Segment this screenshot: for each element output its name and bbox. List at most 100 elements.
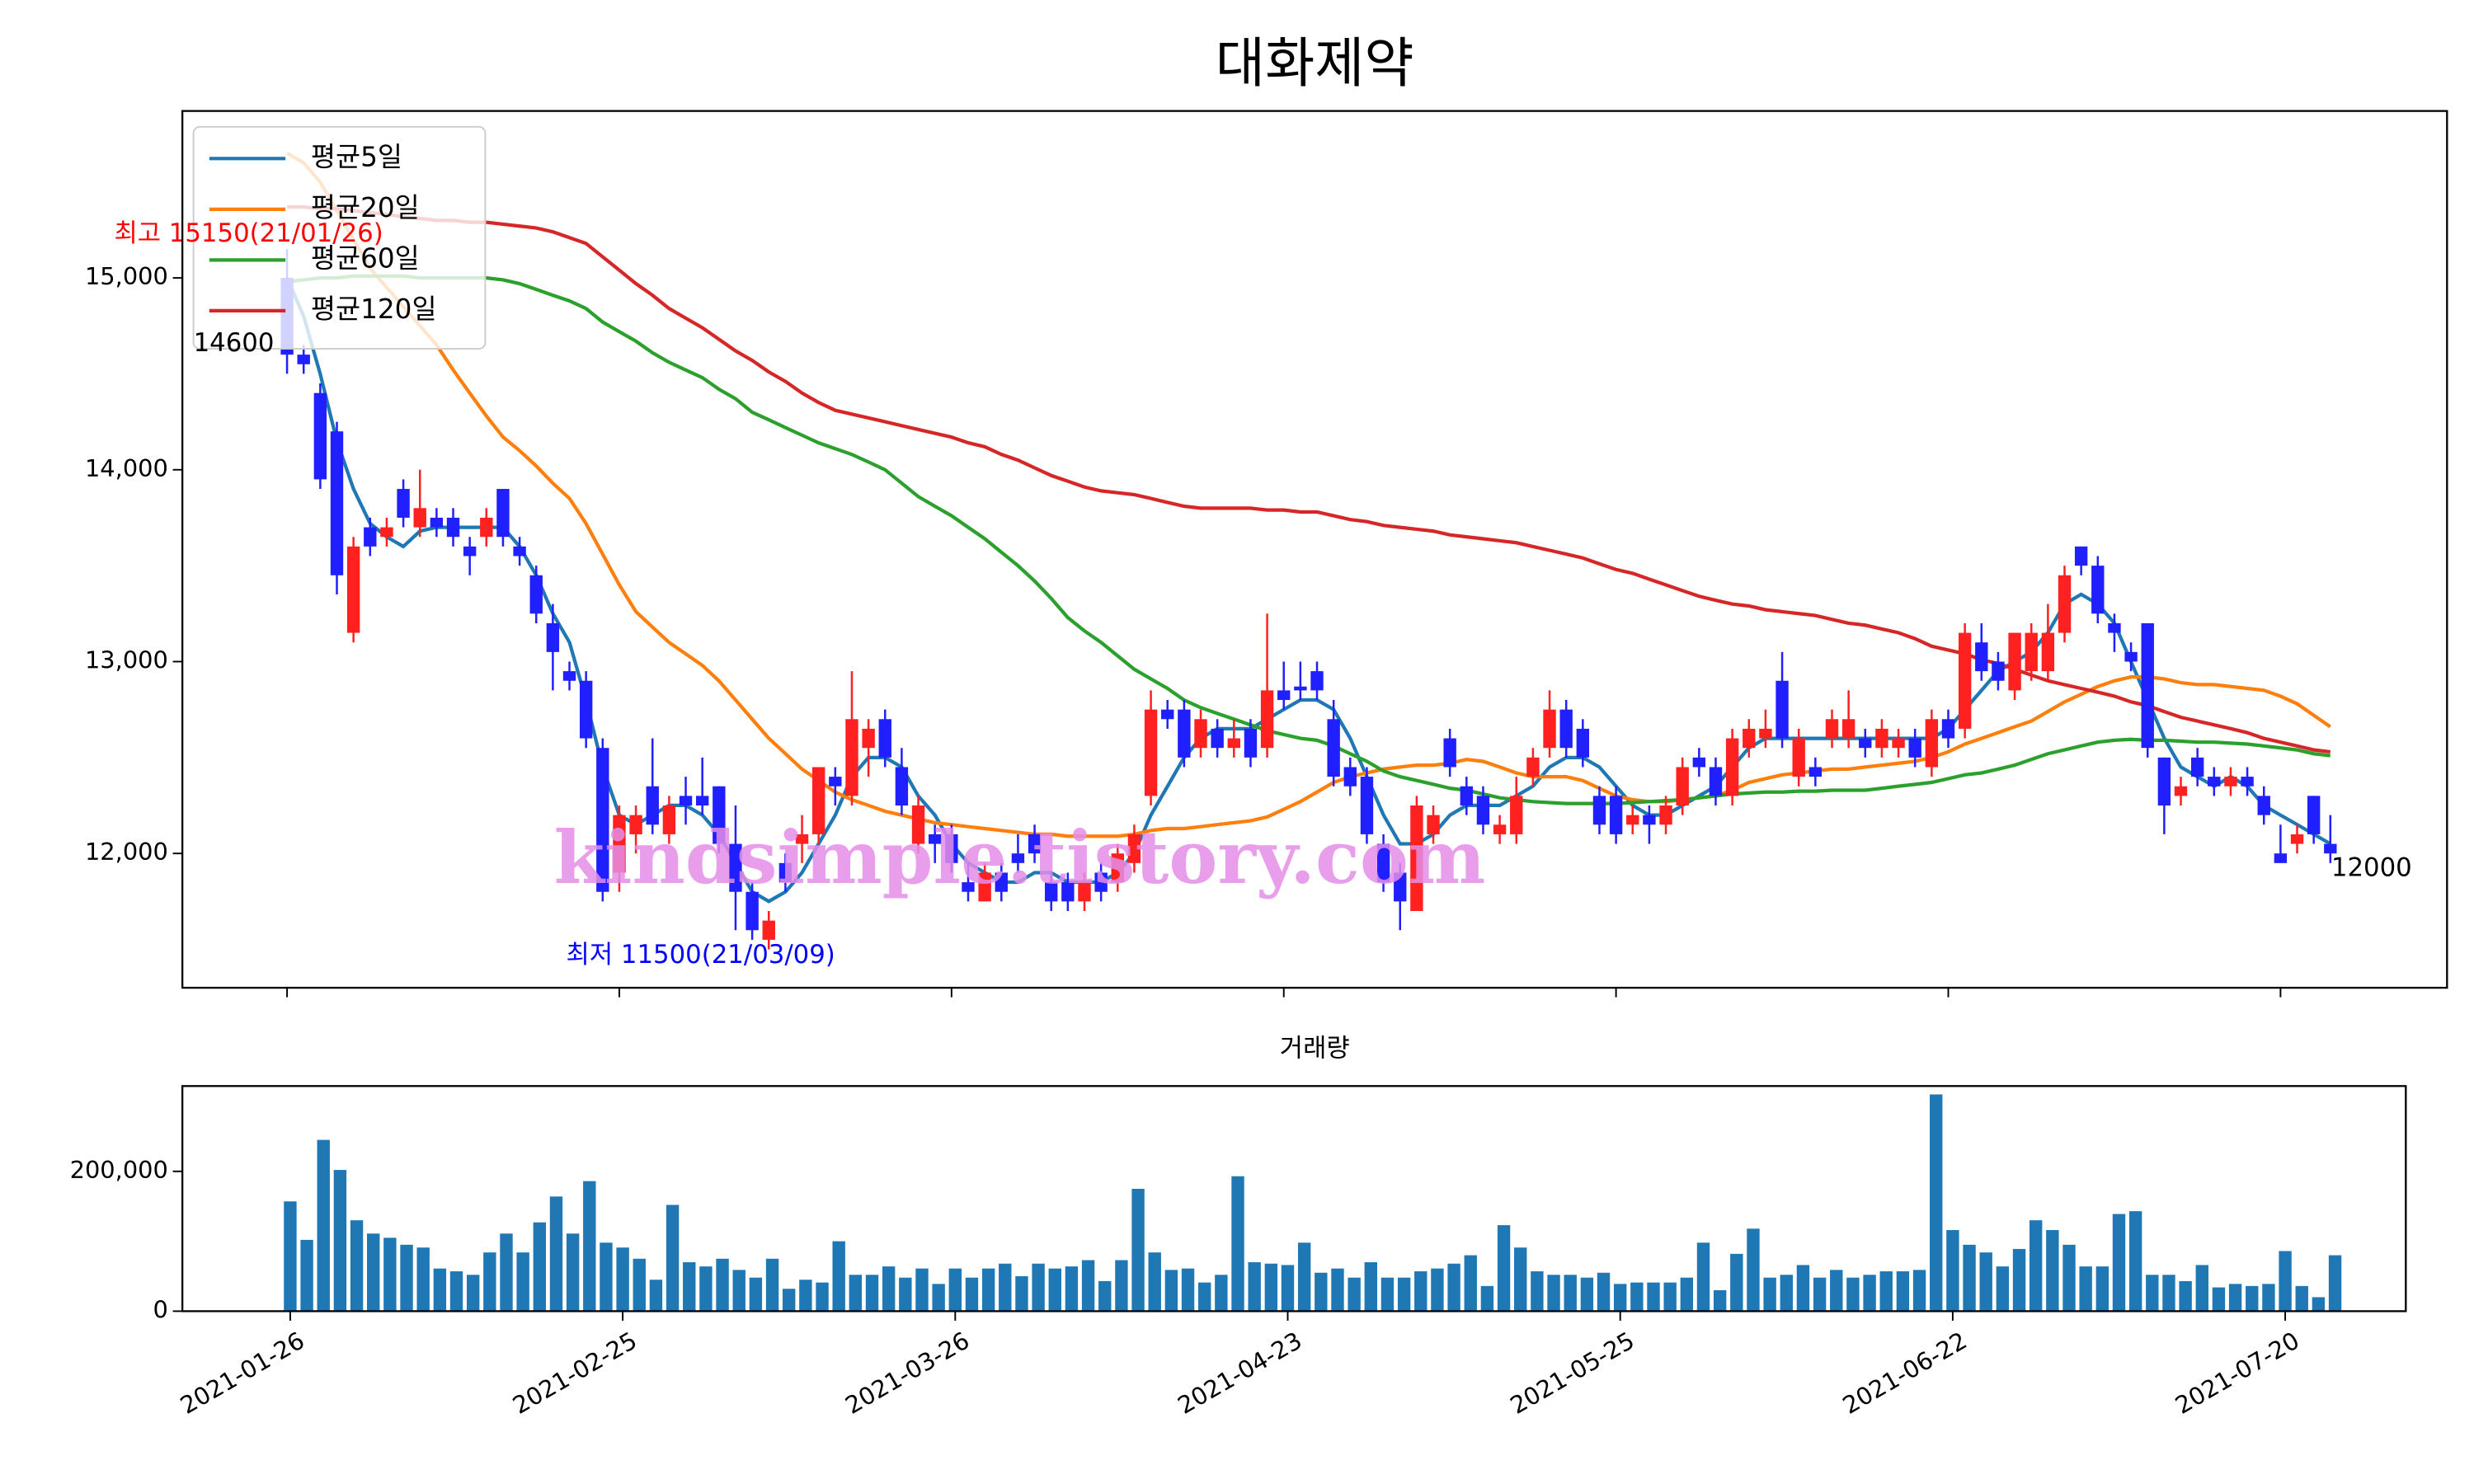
candle-body xyxy=(2190,757,2204,777)
volume-bar xyxy=(1380,1277,1395,1312)
candle-body xyxy=(2307,796,2321,834)
y-tick-label: 12,000 xyxy=(85,838,168,866)
volume-bar xyxy=(284,1201,297,1312)
candle-body xyxy=(2124,651,2138,662)
candle-body xyxy=(2141,622,2154,749)
volume-bar xyxy=(1830,1270,1843,1312)
candle-body xyxy=(297,355,310,364)
candle-body xyxy=(480,517,493,538)
volume-bar xyxy=(649,1280,663,1312)
candle-body xyxy=(430,517,444,528)
volume-bar xyxy=(500,1233,513,1312)
volume-bar xyxy=(965,1277,979,1312)
volume-bar xyxy=(300,1239,313,1312)
ma-line xyxy=(286,151,2331,838)
y-tick-label: 13,000 xyxy=(85,646,168,674)
y-tick-label: 15,000 xyxy=(85,262,168,290)
volume-bar xyxy=(1098,1280,1112,1312)
candle-body xyxy=(1244,728,1258,758)
candle-body xyxy=(1260,690,1274,749)
volume-bar xyxy=(2095,1266,2109,1312)
candle-body xyxy=(579,680,593,739)
volume-bar xyxy=(1614,1284,1627,1312)
candle-body xyxy=(2157,757,2171,806)
volume-bar xyxy=(483,1252,496,1312)
volume-bar xyxy=(2328,1255,2342,1312)
volume-bar xyxy=(981,1268,995,1312)
volume-bar xyxy=(1813,1277,1827,1312)
volume-bar xyxy=(1946,1230,1959,1312)
volume-bar xyxy=(1963,1244,1976,1312)
volume-bar xyxy=(2112,1214,2126,1312)
volume-bar xyxy=(699,1266,713,1312)
volume-bar xyxy=(1514,1247,1527,1312)
volume-bar xyxy=(466,1275,480,1312)
volume-bar xyxy=(2146,1275,2159,1312)
volume-bar xyxy=(317,1139,330,1312)
volume-bar xyxy=(1198,1282,1211,1312)
volume-bar xyxy=(749,1277,763,1312)
candle-body xyxy=(380,527,393,538)
legend-box xyxy=(192,125,487,350)
volume-bar xyxy=(2046,1230,2059,1312)
candle-body xyxy=(1725,738,1739,796)
volume-bar xyxy=(1264,1263,1278,1312)
candle-body xyxy=(529,575,543,614)
candle-body xyxy=(2008,632,2021,691)
candle-body xyxy=(1094,872,1108,892)
volume-bar xyxy=(1564,1275,1577,1312)
candle-body xyxy=(1776,680,1789,739)
volume-bar xyxy=(882,1266,896,1312)
volume-bar xyxy=(2012,1248,2026,1312)
candle-body xyxy=(346,546,360,633)
candle-body xyxy=(1045,882,1058,902)
candle-body xyxy=(1476,796,1490,825)
candle-body xyxy=(1792,738,1805,777)
volume-bar xyxy=(1148,1252,1161,1312)
legend-label: 평균20일 xyxy=(311,192,420,223)
volume-bar xyxy=(1531,1271,1544,1312)
annotation: 최고 15150(21/01/26) xyxy=(114,218,383,248)
volume-bar xyxy=(1281,1265,1295,1312)
volume-bar xyxy=(2228,1284,2242,1312)
candle-body xyxy=(713,786,726,844)
volume-bar xyxy=(1796,1265,1810,1312)
volume-bar xyxy=(2179,1280,2192,1312)
volume-bar xyxy=(449,1271,463,1312)
candle-body xyxy=(1460,786,1474,806)
candle-body xyxy=(1427,815,1440,834)
candle-body xyxy=(1211,728,1224,749)
volume-bar xyxy=(600,1242,613,1312)
candle-body xyxy=(2058,575,2072,633)
chart-title: 대화제약 xyxy=(1216,32,1414,95)
candle-body xyxy=(2174,786,2188,796)
volume-bar xyxy=(915,1268,929,1312)
volume-bar xyxy=(1181,1268,1195,1312)
volume-bar xyxy=(333,1170,347,1312)
volume-bar xyxy=(1015,1275,1028,1312)
candle-body xyxy=(1659,805,1672,825)
volume-bar xyxy=(1930,1094,1943,1312)
volume-bar xyxy=(666,1205,680,1312)
candle-body xyxy=(330,431,344,575)
volume-bar xyxy=(1630,1282,1644,1312)
volume-bar xyxy=(1696,1242,1710,1312)
candle-body xyxy=(2224,777,2237,787)
volume-bar xyxy=(1647,1282,1660,1312)
volume-title: 거래량 xyxy=(1280,1034,1350,1064)
volume-bar xyxy=(732,1270,745,1312)
volume-bar xyxy=(1364,1262,1377,1312)
candle-body xyxy=(463,546,477,556)
volume-bar xyxy=(633,1258,646,1312)
volume-bar xyxy=(1979,1252,1992,1312)
volume-bar xyxy=(1580,1277,1594,1312)
volume-bar xyxy=(948,1268,962,1312)
volume-bar xyxy=(899,1277,912,1312)
volume-bar xyxy=(1713,1289,1727,1312)
annotation: 12000 xyxy=(2331,852,2412,882)
volume-bar xyxy=(400,1244,413,1312)
candle-body xyxy=(313,392,327,480)
candle-body xyxy=(1676,767,1689,806)
candle-body xyxy=(1011,853,1025,863)
